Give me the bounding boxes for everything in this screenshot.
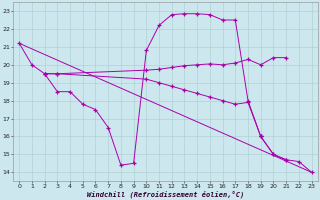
X-axis label: Windchill (Refroidissement éolien,°C): Windchill (Refroidissement éolien,°C) — [87, 190, 244, 198]
